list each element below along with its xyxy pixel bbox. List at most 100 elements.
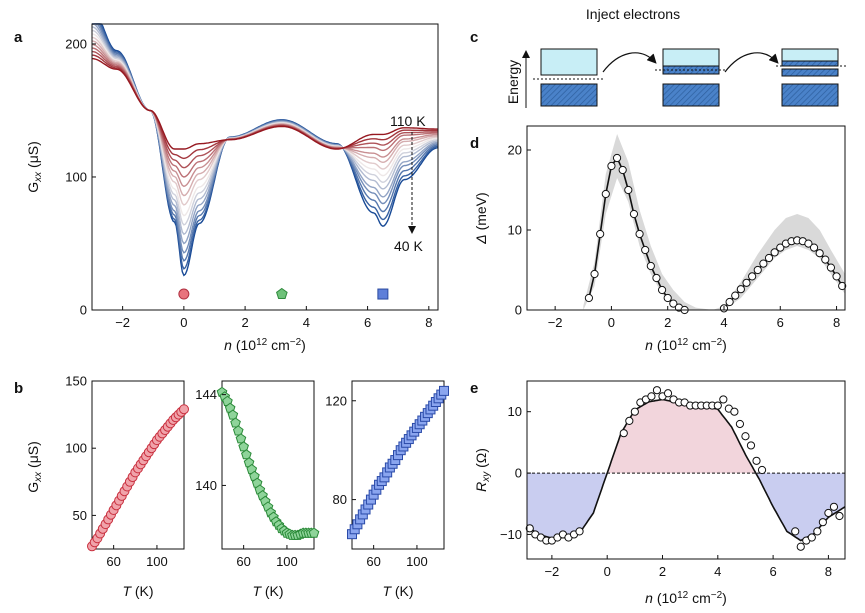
b-middle-point bbox=[227, 409, 239, 420]
gxx-curve-110K bbox=[91, 57, 438, 150]
rxy-point bbox=[575, 527, 584, 536]
panel-d-plot: −2 0 2 4 6 8 0 10 20 Δ (meV) n (1012 cm−2) bbox=[473, 125, 847, 353]
gxx-curve-65K bbox=[91, 26, 438, 236]
b-middle-point bbox=[238, 441, 249, 452]
delta-point bbox=[607, 161, 616, 171]
b-right-ytick-label-1: 120 bbox=[325, 393, 347, 408]
a-xlabel: n (1012 cm−2) bbox=[224, 337, 306, 353]
delta-point bbox=[748, 272, 757, 281]
delta-point bbox=[657, 285, 667, 295]
delta-error-band bbox=[583, 134, 845, 310]
rxy-point bbox=[713, 401, 722, 410]
delta-point bbox=[809, 243, 819, 252]
d-ylabel: Δ (meV) bbox=[473, 192, 489, 244]
delta-point bbox=[736, 285, 745, 294]
panel-a-plot: −2 0 2 4 6 8 0 100 200 110 K 40 K Gxx (μS) n (10… bbox=[25, 23, 439, 353]
delta-point bbox=[641, 245, 650, 255]
rxy-point bbox=[807, 533, 816, 542]
delta-point bbox=[821, 255, 830, 264]
rxy-point bbox=[663, 389, 673, 398]
rxy-point bbox=[630, 407, 639, 416]
inject-arrow-2 bbox=[724, 52, 779, 73]
b-left-ytick-label-0: 50 bbox=[73, 508, 87, 523]
delta-point bbox=[731, 291, 740, 300]
delta-point bbox=[624, 185, 633, 195]
rxy-point bbox=[730, 407, 739, 416]
conduction-band-3 bbox=[781, 48, 839, 62]
a-xtick-label-2: 2 bbox=[241, 315, 248, 330]
e-xtick-label-3: 4 bbox=[714, 564, 721, 579]
d-xtick-label-4: 6 bbox=[777, 315, 784, 330]
delta-point bbox=[832, 272, 841, 281]
delta-point bbox=[590, 269, 599, 279]
b-middle-point bbox=[241, 449, 252, 460]
a-ytick-label-2: 200 bbox=[65, 36, 87, 51]
b-left-xtick-label-0: 60 bbox=[106, 554, 120, 569]
delta-point bbox=[618, 165, 627, 175]
b-right-xlabel: T (K) bbox=[382, 583, 413, 599]
delta-point bbox=[635, 229, 644, 239]
d-xlabel: n (1012 cm−2) bbox=[645, 337, 727, 353]
panel-b-middle-plot: 60 100 140 144 T (K) bbox=[195, 380, 320, 599]
b-middle-ytick-label-0: 140 bbox=[195, 478, 217, 493]
marker-square bbox=[377, 288, 389, 300]
d-xtick-label-5: 8 bbox=[833, 315, 840, 330]
rxy-point bbox=[647, 392, 656, 401]
panel-label-a: a bbox=[14, 29, 23, 46]
delta-point bbox=[669, 299, 678, 308]
delta-point bbox=[584, 293, 594, 303]
rxy-point bbox=[746, 441, 756, 450]
d-xtick-label-1: 0 bbox=[608, 315, 615, 330]
gxx-curve-95K bbox=[91, 47, 438, 178]
rxy-point bbox=[719, 395, 728, 404]
rxy-point bbox=[796, 542, 805, 551]
d-xtick-label-2: 2 bbox=[664, 315, 671, 330]
a-xtick-label-0: −2 bbox=[115, 315, 130, 330]
panel-label-c: c bbox=[470, 29, 478, 46]
delta-point bbox=[826, 263, 836, 272]
delta-point bbox=[596, 229, 605, 239]
d-ytick-label-2: 20 bbox=[508, 143, 522, 158]
valence-band-2 bbox=[662, 83, 720, 107]
rxy-point bbox=[741, 432, 750, 441]
b-middle-point bbox=[308, 527, 320, 538]
a-xtick-label-1: 0 bbox=[180, 315, 187, 330]
a-ylabel: Gxx (μS) bbox=[25, 141, 44, 193]
b-middle-xtick-label-1: 100 bbox=[276, 554, 298, 569]
rxy-point bbox=[757, 465, 767, 475]
b-left-xtick-label-1: 100 bbox=[146, 554, 168, 569]
b-middle-xtick-label-0: 60 bbox=[236, 554, 250, 569]
delta-point bbox=[753, 265, 762, 275]
b-left-ytick-label-1: 100 bbox=[65, 441, 87, 456]
b-middle-point bbox=[232, 425, 244, 436]
rxy-point bbox=[813, 527, 822, 536]
b-right-point bbox=[439, 385, 449, 396]
inject-arrow-1 bbox=[602, 52, 657, 73]
delta-point bbox=[646, 261, 655, 271]
marker-circle bbox=[178, 288, 190, 300]
delta-point bbox=[742, 278, 751, 287]
delta-point bbox=[652, 273, 661, 283]
b-left-ytick-label-2: 150 bbox=[65, 374, 87, 389]
e-xlabel: n (1012 cm−2) bbox=[645, 590, 727, 606]
rxy-point bbox=[791, 527, 800, 536]
delta-point bbox=[804, 239, 813, 248]
b-middle-point bbox=[235, 433, 247, 444]
panel-e-plot: −2 0 2 4 6 8 −10 0 10 Rxy (Ω) n (1012 cm−2) bbox=[473, 380, 846, 606]
rxy-point bbox=[525, 524, 534, 533]
d-xtick-label-3: 4 bbox=[720, 315, 727, 330]
panel-c-schematic: Inject electrons Energy bbox=[505, 6, 846, 108]
rxy-point bbox=[818, 518, 827, 527]
b-ylabel: Gxx (μS) bbox=[25, 441, 44, 493]
e-xtick-label-1: 0 bbox=[604, 564, 611, 579]
b-middle-point bbox=[230, 417, 241, 428]
a-xtick-label-3: 4 bbox=[303, 315, 310, 330]
rxy-positive-fill bbox=[527, 399, 845, 474]
panel-label-b: b bbox=[14, 380, 23, 397]
gxx-curve-55K bbox=[92, 23, 439, 254]
b-middle-xlabel: T (K) bbox=[252, 583, 283, 599]
b-right-ytick-label-0: 80 bbox=[333, 492, 347, 507]
e-ylabel: Rxy (Ω) bbox=[473, 448, 492, 492]
gxx-curve-100K bbox=[91, 50, 439, 169]
